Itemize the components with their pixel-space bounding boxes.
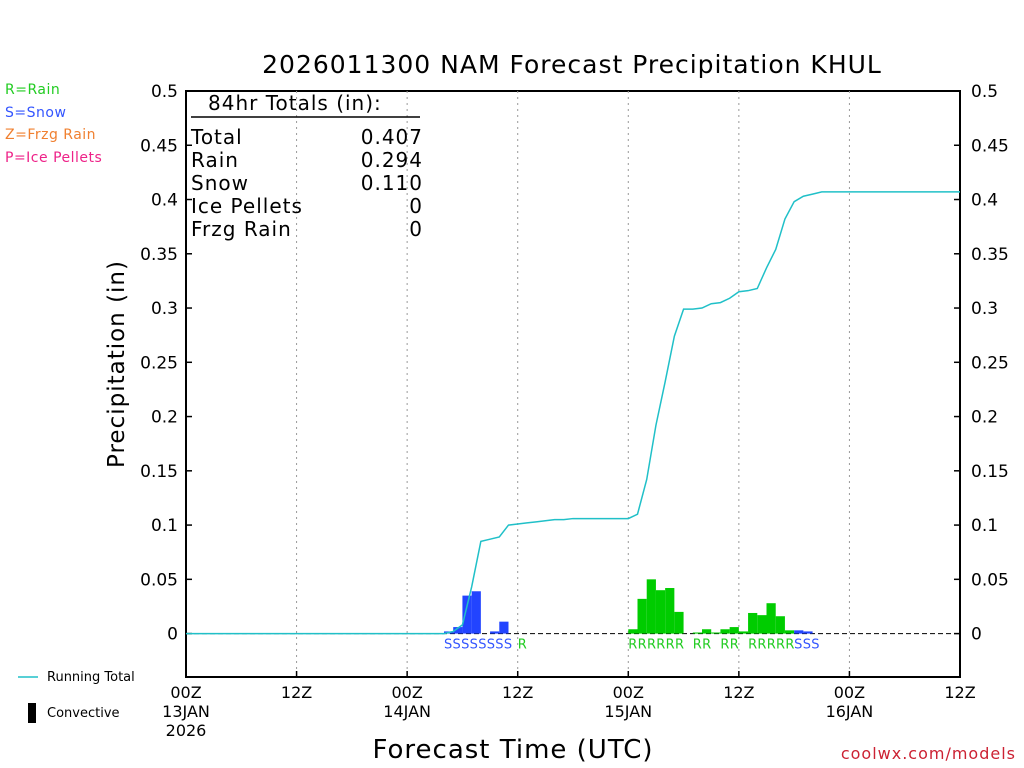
ptype-label: RR: [720, 638, 739, 653]
legend-snow: S=Snow: [5, 105, 67, 121]
ytick-label-right: 0.25: [971, 353, 1009, 373]
ytick-label-right: 0.15: [971, 462, 1009, 482]
convective-legend-swatch: [28, 703, 36, 723]
bar-rain: [784, 630, 795, 634]
xtick-label: 00Z: [613, 683, 644, 702]
xtick-label: 00Z: [391, 683, 422, 702]
bar-rain: [674, 611, 684, 634]
ytick-label-right: 0.3: [971, 299, 998, 319]
ptype-label: RR: [693, 638, 712, 653]
ytick-label-left: 0.1: [151, 516, 178, 536]
totals-row-total: Total 0.407: [191, 125, 423, 149]
bar-rain: [665, 588, 675, 634]
xtick-label: 13JAN: [162, 702, 210, 721]
totals-table: Total 0.407 Rain 0.294 Snow 0.110 Ice Pelle…: [191, 126, 423, 241]
ytick-label-left: 0.2: [151, 408, 178, 428]
convective-legend-label: Convective: [47, 706, 120, 721]
legend-rain: R=Rain: [5, 82, 61, 98]
xtick-label: 12Z: [723, 683, 754, 702]
bar-rain: [729, 627, 739, 634]
legend-frzg-rain: Z=Frzg Rain: [5, 127, 97, 143]
totals-row-rain: Rain 0.294: [191, 148, 423, 172]
ptype-label: SSS: [794, 638, 820, 653]
bar-rain: [702, 629, 712, 634]
ptype-label: RRRRRR: [628, 638, 684, 653]
ytick-label-right: 0.5: [971, 82, 998, 102]
bar-rain: [748, 612, 758, 634]
ytick-label-left: 0.45: [140, 136, 178, 156]
ytick-label-left: 0.5: [151, 82, 178, 102]
ytick-label-left: 0.05: [140, 570, 178, 590]
legend-ice-pellets: P=Ice Pellets: [5, 150, 103, 166]
ptype-label: R: [518, 638, 527, 653]
bar-rain: [655, 590, 666, 634]
ptype-label: RRRRR: [748, 638, 795, 653]
bar-rain: [757, 615, 767, 634]
ytick-label-right: 0.4: [971, 191, 998, 211]
bar-snow: [490, 631, 500, 634]
bar-rain: [766, 603, 776, 634]
totals-title: 84hr Totals (in):: [208, 91, 382, 115]
bar-rain: [711, 632, 721, 634]
bar-rain: [692, 632, 702, 634]
ytick-label-right: 0: [971, 625, 982, 645]
totals-row-frzg-rain: Frzg Rain 0: [191, 217, 423, 241]
running-total-line: [186, 191, 960, 635]
ytick-label-left: 0: [167, 625, 178, 645]
bar-snow: [471, 591, 481, 634]
y-axis-title: Precipitation (in): [104, 260, 130, 468]
xtick-label: 16JAN: [826, 702, 874, 721]
ytick-label-right: 0.05: [971, 570, 1009, 590]
x-axis-title: Forecast Time (UTC): [372, 735, 653, 765]
bar-rain: [738, 631, 749, 634]
bar-rain: [775, 616, 785, 634]
chart-title: 2026011300 NAM Forecast Precipitation KH…: [262, 50, 882, 79]
xtick-label: 14JAN: [383, 702, 431, 721]
ytick-label-left: 0.25: [140, 353, 178, 373]
bar-snow: [453, 627, 463, 634]
ytick-label-left: 0.15: [140, 462, 178, 482]
xtick-label: 12Z: [944, 683, 975, 702]
ytick-label-left: 0.4: [151, 191, 178, 211]
bar-snow-late: [794, 630, 804, 634]
bar-rain: [720, 629, 730, 634]
bar-rain: [637, 598, 647, 634]
xtick-label: 2026: [166, 721, 207, 740]
ytick-label-right: 0.2: [971, 408, 998, 428]
bar-rain: [628, 629, 638, 634]
xtick-label: 00Z: [170, 683, 201, 702]
xtick-label: 12Z: [281, 683, 312, 702]
ytick-label-left: 0.35: [140, 245, 178, 265]
xtick-label: 15JAN: [604, 702, 652, 721]
xtick-label: 00Z: [834, 683, 865, 702]
plot-frame: [185, 90, 961, 678]
running-total-legend-label: Running Total: [47, 670, 135, 685]
ytick-label-right: 0.35: [971, 245, 1009, 265]
totals-row-ice-pellets: Ice Pellets 0: [191, 194, 423, 218]
ytick-label-right: 0.45: [971, 136, 1009, 156]
ytick-label-right: 0.1: [971, 516, 998, 536]
watermark: coolwx.com/models: [840, 744, 1016, 763]
ptype-label: SSSSSSSS: [444, 638, 512, 653]
bar-snow: [499, 621, 509, 634]
totals-row-snow: Snow 0.110: [191, 171, 423, 195]
bar-snow-late: [803, 631, 813, 634]
ytick-label-left: 0.3: [151, 299, 178, 319]
bar-snow: [462, 595, 472, 634]
bar-rain: [646, 579, 656, 634]
xtick-label: 12Z: [502, 683, 533, 702]
